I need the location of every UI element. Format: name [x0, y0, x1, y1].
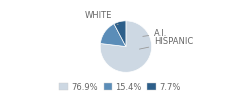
Text: WHITE: WHITE [85, 11, 118, 25]
Text: HISPANIC: HISPANIC [139, 37, 193, 49]
Wedge shape [114, 21, 126, 47]
Text: A.I.: A.I. [143, 29, 168, 38]
Wedge shape [100, 24, 126, 47]
Legend: 76.9%, 15.4%, 7.7%: 76.9%, 15.4%, 7.7% [56, 79, 184, 95]
Wedge shape [100, 21, 152, 72]
